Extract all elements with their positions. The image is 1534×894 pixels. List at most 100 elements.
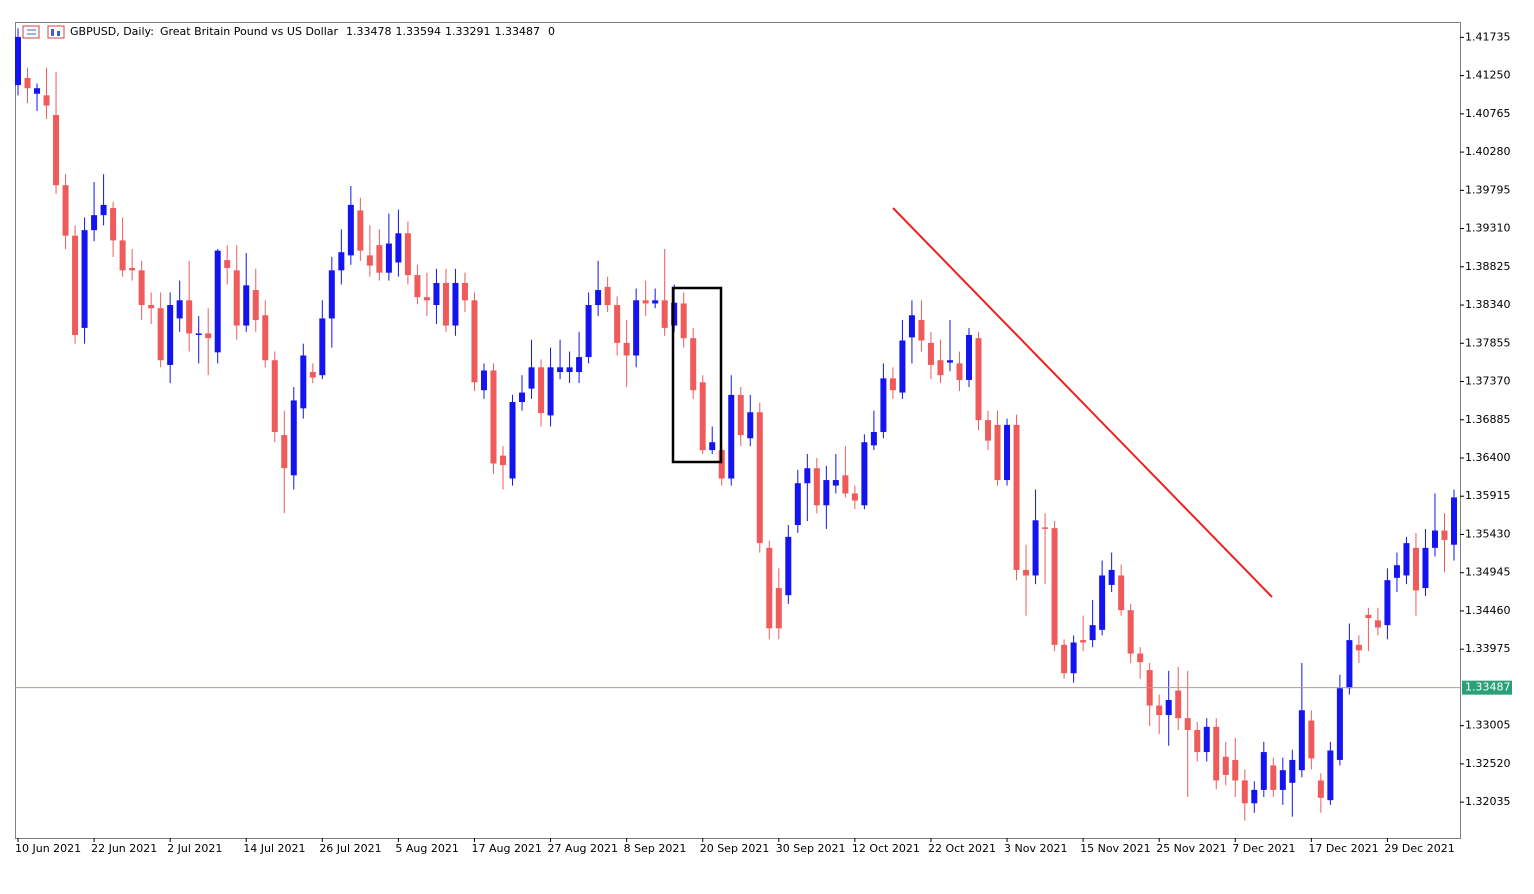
candle-body (357, 210, 364, 251)
candle-body (557, 367, 564, 373)
candle-body (1317, 780, 1324, 798)
x-tick-label: 8 Sep 2021 (624, 842, 687, 855)
x-tick-label: 30 Sep 2021 (776, 842, 846, 855)
info-value: 1.33478 (346, 25, 392, 38)
candle-body (281, 435, 288, 469)
candle-body (918, 320, 925, 341)
y-tick-label: 1.35430 (1465, 527, 1511, 540)
candle-body (480, 370, 487, 391)
icon-bar (57, 31, 60, 36)
trend-line (892, 207, 1273, 598)
candle-body (1127, 610, 1134, 654)
candle-body (1089, 625, 1096, 641)
candle-body (756, 412, 763, 544)
candle-body (1441, 530, 1448, 540)
candle-body (1184, 718, 1191, 730)
candle-body (347, 204, 354, 256)
x-tick-label: 22 Jun 2021 (91, 842, 157, 855)
candle-body (1194, 729, 1201, 753)
y-tick-label: 1.34460 (1465, 604, 1511, 617)
candle-body (385, 243, 392, 273)
candle-body (1365, 614, 1372, 619)
symbol: GBPUSD, Daily: (70, 25, 154, 38)
y-tick-label: 1.37855 (1465, 336, 1511, 349)
candle-body (1270, 765, 1277, 790)
candle-body (956, 363, 963, 380)
icon-list[interactable] (22, 25, 40, 39)
x-tick-label: 15 Nov 2021 (1080, 842, 1150, 855)
candle-body (452, 282, 459, 326)
current-price-box (1462, 680, 1512, 695)
candle-body (528, 367, 535, 389)
candle-body (509, 402, 516, 479)
candle-body (1279, 770, 1286, 790)
description: Great Britain Pound vs US Dollar (160, 25, 339, 38)
candle-body (1260, 752, 1267, 790)
info-value: 1.33487 (495, 25, 541, 38)
candle-body (652, 300, 659, 304)
info-value: 0 (548, 25, 555, 38)
candle-body (404, 233, 411, 276)
candle-body (775, 588, 782, 629)
candle-body (1327, 750, 1334, 801)
candle-body (167, 305, 174, 365)
candle-body (1451, 497, 1457, 545)
candle-body (699, 382, 706, 451)
candle-body (680, 303, 687, 339)
x-tick-label: 2 Jul 2021 (167, 842, 222, 855)
y-tick-label: 1.41735 (1465, 30, 1511, 43)
candle-body (129, 267, 136, 271)
candle-body (148, 305, 155, 309)
candle-body (15, 36, 21, 86)
candle-body (1051, 528, 1058, 645)
x-tick-label: 22 Oct 2021 (928, 842, 996, 855)
candle-body (366, 255, 373, 266)
candle-body (1108, 569, 1115, 585)
y-tick-label: 1.36885 (1465, 413, 1511, 426)
candle-body (110, 208, 117, 241)
candle-body (1289, 759, 1296, 783)
x-tick-label: 7 Dec 2021 (1232, 842, 1295, 855)
info-value: 1.33594 (396, 25, 442, 38)
candle-body (766, 547, 773, 629)
y-tick-label: 1.37370 (1465, 375, 1511, 388)
candle-body (899, 340, 906, 393)
candle-body (547, 367, 554, 416)
y-tick-label: 1.40280 (1465, 145, 1511, 158)
highlight-box (671, 286, 723, 464)
candle-body (34, 88, 41, 94)
candle-body (186, 300, 193, 334)
candle-body (461, 282, 468, 301)
candle-body (176, 300, 183, 319)
candle-body (328, 270, 335, 319)
candle-body (1118, 575, 1125, 611)
candle-body (157, 308, 164, 361)
x-tick-label: 20 Sep 2021 (700, 842, 770, 855)
x-tick-label: 26 Jul 2021 (319, 842, 381, 855)
candle-body (1099, 575, 1106, 630)
candle-body (195, 333, 202, 335)
candle-body (823, 480, 830, 506)
icon-chart[interactable] (47, 25, 65, 39)
y-tick-label: 1.33005 (1465, 719, 1511, 732)
candle-body (965, 334, 972, 380)
chart-header: GBPUSD, Daily: Great Britain Pound vs US … (70, 25, 555, 38)
candle-body (975, 338, 982, 421)
candle-body (785, 536, 792, 596)
candle-body (1175, 690, 1182, 719)
candle-body (62, 185, 69, 236)
candle-body (994, 424, 1001, 481)
candle-body (1384, 580, 1391, 626)
x-tick-label: 29 Dec 2021 (1384, 842, 1454, 855)
candle-body (1213, 726, 1220, 781)
candle-body (585, 305, 592, 358)
x-tick-label: 3 Nov 2021 (1004, 842, 1067, 855)
candle-body (614, 305, 621, 343)
candle-body (604, 286, 611, 306)
y-tick-label: 1.35915 (1465, 489, 1511, 502)
x-tick-label: 5 Aug 2021 (395, 842, 458, 855)
y-tick-label: 1.38825 (1465, 260, 1511, 273)
candle-body (252, 290, 259, 321)
candle-body (1422, 547, 1429, 589)
